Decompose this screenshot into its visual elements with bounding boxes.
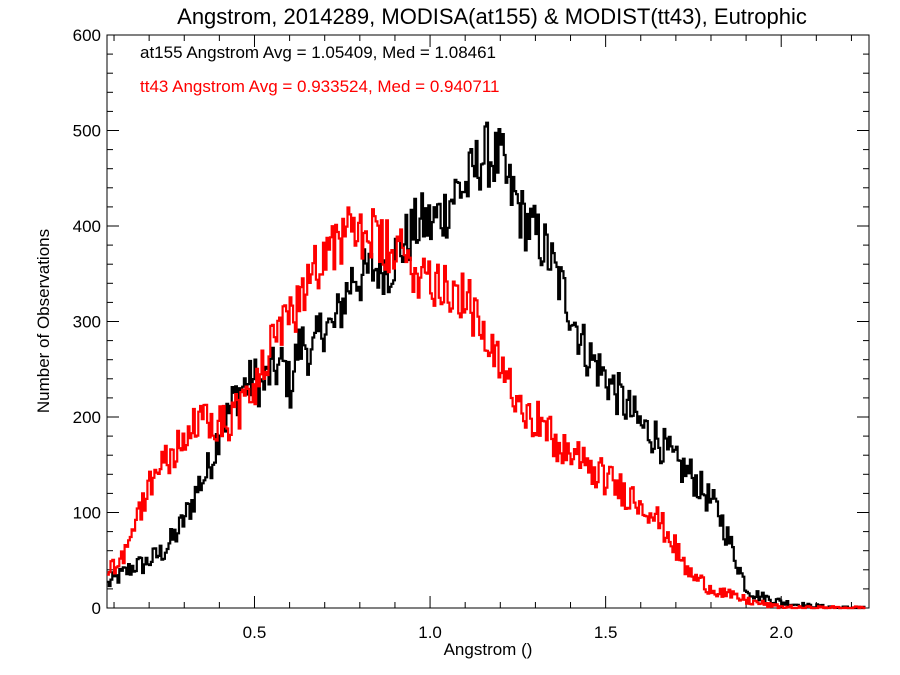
x-tick-label: 0.5 <box>243 623 267 642</box>
series-at155-line <box>107 121 866 610</box>
y-axis-label: Number of Observations <box>34 229 53 413</box>
y-tick-label: 300 <box>73 313 101 332</box>
series-tt43-line <box>107 206 866 610</box>
chart-title: Angstrom, 2014289, MODISA(at155) & MODIS… <box>177 4 807 29</box>
x-tick-label: 1.0 <box>418 623 442 642</box>
series-layer <box>107 121 866 610</box>
plot-frame <box>106 34 870 609</box>
legend-text-at155: at155 Angstrom Avg = 1.05409, Med = 1.08… <box>140 43 496 62</box>
y-tick-label: 100 <box>73 504 101 523</box>
x-axis-ticks: 0.5 1.0 1.5 2.0 <box>113 35 852 642</box>
x-tick-label: 1.5 <box>594 623 618 642</box>
x-axis-label: Angstrom () <box>444 640 533 659</box>
y-tick-label: 200 <box>73 408 101 427</box>
legend-text-tt43: tt43 Angstrom Avg = 0.933524, Med = 0.94… <box>140 77 499 96</box>
x-tick-label: 2.0 <box>769 623 793 642</box>
y-axis-ticks: 0 100 200 300 400 500 600 <box>73 26 869 618</box>
y-tick-label: 600 <box>73 26 101 45</box>
y-tick-label: 500 <box>73 122 101 141</box>
y-tick-label: 400 <box>73 217 101 236</box>
y-tick-label: 0 <box>92 599 101 618</box>
